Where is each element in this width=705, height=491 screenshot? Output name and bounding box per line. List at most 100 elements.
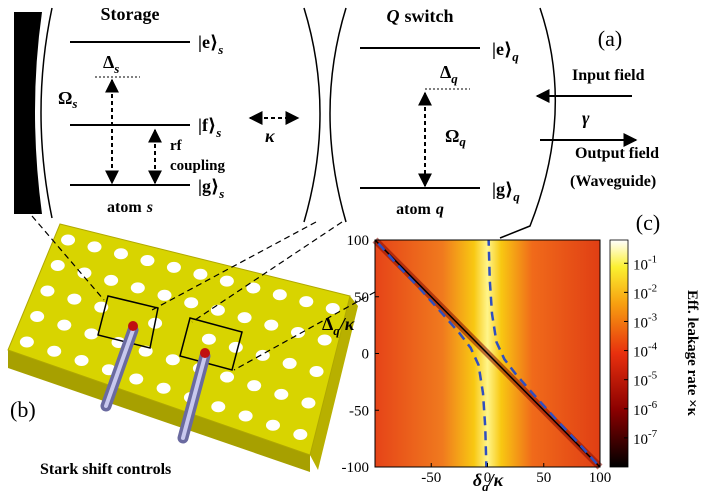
hole — [238, 410, 253, 422]
y-tick-label: 100 — [347, 233, 370, 249]
coupling-label: κ — [265, 126, 275, 146]
panel-label: (a) — [598, 26, 622, 51]
y-tick-label: -100 — [342, 460, 370, 476]
omega: Ωq — [445, 126, 466, 149]
omega-symbol: Ω — [58, 88, 72, 108]
delta: Δs — [103, 52, 119, 76]
colorbar-tick-base: 10 — [633, 315, 648, 331]
hole — [50, 260, 65, 272]
colorbar-tick-exponent: -2 — [648, 282, 657, 294]
hole — [74, 355, 89, 367]
hole — [282, 357, 297, 369]
cavity-edge — [329, 7, 347, 223]
hole — [301, 397, 316, 409]
atom-dot — [128, 321, 138, 331]
atom-label: atom s — [107, 199, 153, 216]
colorbar-label: Eff. leakage rate ×κ — [684, 290, 700, 417]
curve — [377, 242, 488, 468]
x-label-symbol: δ — [473, 470, 482, 490]
ket: |g⟩q — [492, 179, 520, 204]
hole — [317, 334, 332, 346]
hole — [130, 282, 145, 294]
control-rod — [181, 354, 207, 440]
ket-sub: s — [215, 125, 221, 140]
ket-symbol: |g⟩ — [492, 179, 513, 199]
omega-symbol: Ω — [445, 126, 459, 146]
ket-symbol: |f⟩ — [198, 115, 216, 135]
colorbar-tick-exponent: -3 — [648, 311, 658, 323]
x-tick-label: 100 — [589, 470, 612, 486]
y-label: Δq/κ — [322, 314, 355, 338]
region-box — [97, 295, 159, 349]
hole — [237, 312, 252, 324]
ket-symbol: |e⟩ — [198, 32, 218, 52]
hole — [219, 275, 234, 287]
delta: Δq — [440, 62, 458, 86]
ket-symbol: |g⟩ — [198, 176, 219, 196]
hole — [140, 255, 155, 267]
colorbar-tick-base: 10 — [633, 432, 648, 448]
region-box — [179, 317, 243, 371]
hole — [47, 345, 62, 357]
delta-sub: q — [451, 71, 458, 86]
hole — [247, 380, 262, 392]
colorbar-tick-base: 10 — [633, 286, 648, 302]
omega: Ωs — [58, 88, 77, 111]
rf-label: rf — [170, 138, 183, 154]
panel-label: (b) — [10, 397, 36, 422]
hole — [220, 371, 235, 383]
cavity-edge — [499, 7, 557, 239]
colorbar-tick-exponent: -5 — [648, 370, 658, 382]
omega-sub: s — [71, 96, 77, 111]
colorbar-tick-label: 10-6 — [633, 399, 658, 419]
colorbar-tick-label: 10-3 — [633, 311, 658, 331]
hole — [272, 289, 287, 301]
gamma-label: γ — [582, 108, 590, 128]
colorbar-tick-base: 10 — [633, 345, 648, 361]
x-tick-label: -50 — [421, 470, 441, 486]
hole — [166, 261, 181, 273]
panel-label: (c) — [636, 210, 660, 235]
delta-sub: s — [113, 61, 119, 76]
y-tick-label: 0 — [362, 347, 370, 363]
hole — [246, 282, 261, 294]
ket-sub: q — [513, 189, 520, 204]
colorbar — [609, 239, 629, 468]
holes — [19, 234, 340, 440]
x-tick-label: 0 — [484, 470, 492, 486]
delta-symbol: Δ — [440, 62, 451, 82]
y-tick-label: -50 — [349, 403, 369, 419]
colorbar-tick-base: 10 — [633, 403, 648, 419]
slab-top — [7, 223, 351, 456]
cavity-edge — [40, 7, 53, 219]
curve — [487, 239, 598, 465]
hole — [19, 336, 34, 348]
x-label-sub: q — [482, 479, 489, 491]
atom-name: s — [146, 199, 153, 216]
hole — [274, 388, 289, 400]
x-tick-label: 50 — [536, 470, 551, 486]
colorbar-tick-label: 10-5 — [633, 370, 658, 390]
hole — [309, 365, 324, 377]
omega-sub: q — [459, 134, 466, 149]
ket-sub: s — [217, 42, 223, 57]
y-label-sub: q — [333, 323, 340, 338]
hole — [156, 382, 171, 394]
hole — [193, 268, 208, 280]
colorbar-tick-exponent: -1 — [648, 253, 657, 265]
atom-text: atom — [107, 199, 142, 216]
ket-symbol: |e⟩ — [492, 39, 512, 59]
colorbar-tick-exponent: -6 — [648, 399, 658, 411]
hole — [104, 274, 119, 286]
ket-sub: s — [218, 186, 224, 201]
hole — [290, 327, 305, 339]
colorbar-tick-exponent: -7 — [648, 428, 658, 440]
hole — [157, 289, 172, 301]
hole — [30, 311, 45, 323]
waveguide-label: (Waveguide) — [570, 173, 656, 190]
hole — [211, 401, 226, 413]
hole — [61, 234, 76, 246]
hole — [265, 419, 280, 431]
y-tick-label: 50 — [354, 290, 369, 306]
